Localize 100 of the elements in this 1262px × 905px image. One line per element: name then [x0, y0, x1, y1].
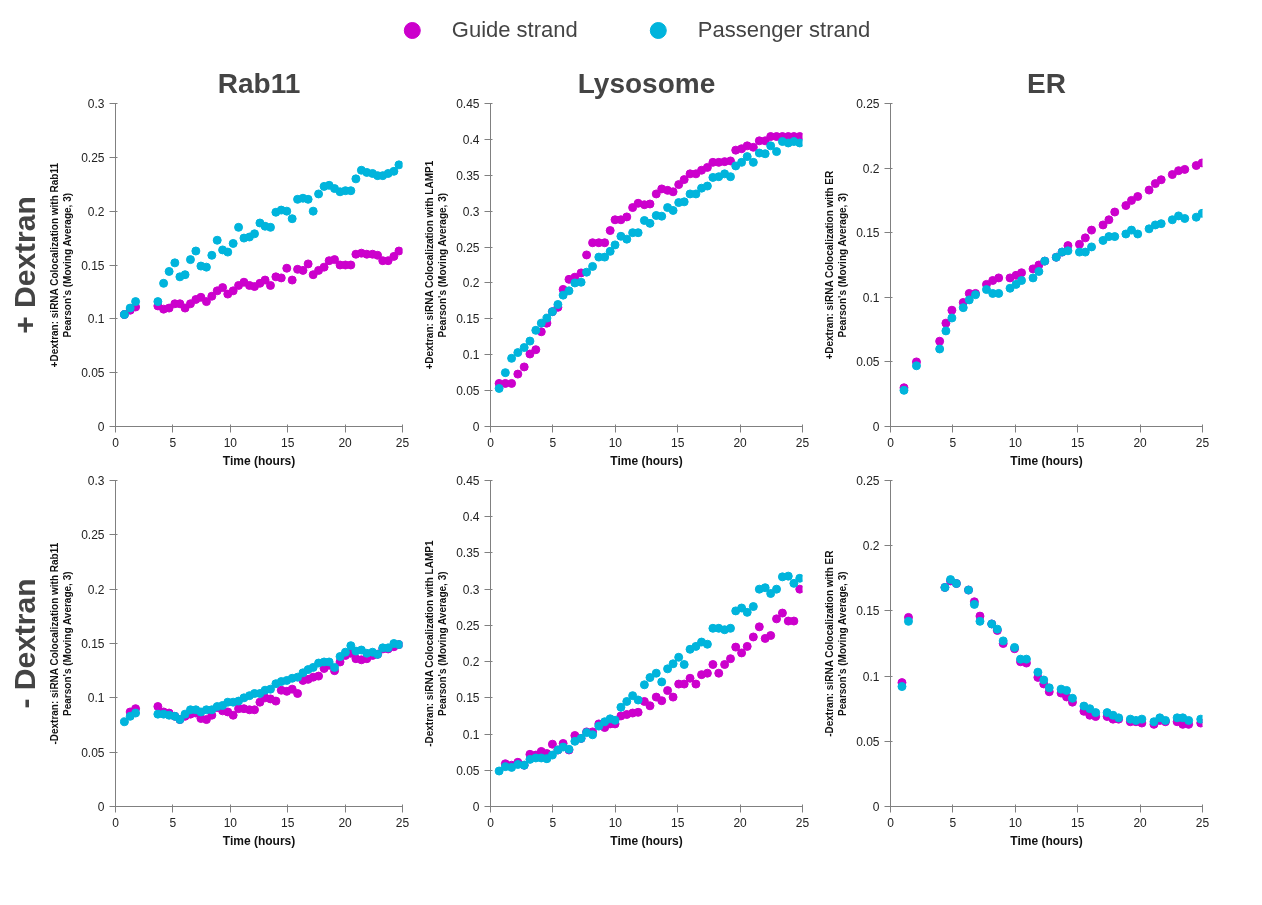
x-tick-label: 10 — [608, 815, 623, 830]
x-tick-label: 5 — [169, 815, 177, 830]
chart-title: Rab11 — [217, 67, 301, 99]
y-tick-label: 0.2 — [862, 161, 880, 176]
x-tick-label: 20 — [1133, 815, 1148, 830]
y-tick-label: 0.45 — [456, 474, 480, 488]
x-axis-title: Time (hours) — [222, 453, 296, 468]
y-tick-label: 0 — [472, 800, 480, 814]
y-tick-label: 0.25 — [456, 240, 480, 255]
y-tick-label: 0.1 — [87, 312, 105, 327]
y-tick-label: 0.15 — [81, 637, 105, 651]
y-tick-label: 0.3 — [87, 97, 105, 111]
y-tick-label: 0.15 — [856, 226, 880, 241]
y-tick-label: 0.1 — [462, 727, 480, 742]
y-tick-label: 0.05 — [856, 734, 880, 749]
x-tick-label: 10 — [608, 435, 623, 450]
x-axis-title: Time (hours) — [222, 833, 296, 848]
chart-title: Lysosome — [577, 67, 716, 99]
x-tick-label: 5 — [949, 815, 957, 830]
x-tick-label: 5 — [549, 815, 557, 830]
y-tick-label: 0.25 — [81, 528, 105, 543]
y-tick-label: 0.05 — [81, 366, 105, 381]
y-axis-title: +Dextran: siRNA Colocalization with Rab11 Pearson's (Moving Average, 3) — [48, 162, 74, 368]
x-tick-label: 20 — [733, 435, 748, 450]
y-tick-label: 0.2 — [462, 655, 480, 670]
y-tick-label: 0.2 — [862, 539, 880, 554]
y-tick-label: 0.05 — [456, 763, 480, 778]
y-axis-title: -Dextran: siRNA Colocalization with ER Pearson's (Moving Average, 3) — [823, 549, 849, 737]
x-tick-label: 15 — [1071, 435, 1085, 450]
y-tick-label: 0.25 — [456, 618, 480, 633]
x-tick-label: 25 — [795, 435, 810, 450]
legend-label: Guide strand — [451, 17, 578, 43]
x-tick-label: 0 — [112, 815, 120, 830]
x-tick-label: 10 — [1008, 435, 1023, 450]
y-tick-label: 0.3 — [462, 582, 480, 597]
x-tick-label: 10 — [223, 435, 238, 450]
x-tick-label: 0 — [887, 435, 895, 450]
x-axis-title: Time (hours) — [610, 453, 683, 468]
y-tick-label: 0.25 — [856, 474, 880, 488]
x-tick-label: 20 — [338, 815, 353, 830]
x-tick-label: 10 — [223, 815, 238, 830]
y-axis-title: -Dextran: siRNA Colocalization with LAMP1 Pearson's (Moving Average, 3) — [423, 540, 449, 747]
y-tick-label: 0 — [97, 800, 105, 814]
y-tick-label: 0.05 — [856, 355, 880, 370]
x-tick-label: 15 — [281, 815, 295, 830]
x-tick-label: 20 — [733, 815, 748, 830]
chart-title: ER — [1027, 67, 1066, 99]
y-tick-label: 0.1 — [462, 348, 480, 363]
y-tick-label: 0 — [472, 420, 480, 434]
x-axis-title: Time (hours) — [610, 833, 683, 848]
x-tick-label: 20 — [338, 435, 353, 450]
y-tick-label: 0.1 — [862, 669, 880, 684]
x-tick-label: 25 — [1195, 815, 1210, 830]
y-tick-label: 0.2 — [462, 276, 480, 291]
x-tick-label: 15 — [1071, 815, 1085, 830]
y-tick-label: 0.35 — [456, 546, 480, 561]
x-tick-label: 15 — [671, 435, 685, 450]
y-tick-label: 0.3 — [87, 474, 105, 488]
x-tick-label: 0 — [887, 815, 895, 830]
y-tick-label: 0.3 — [462, 204, 480, 219]
y-tick-label: 0.2 — [87, 204, 105, 219]
y-tick-label: 0 — [872, 800, 880, 814]
x-tick-label: 0 — [487, 435, 495, 450]
x-tick-label: 5 — [949, 435, 957, 450]
x-tick-label: 25 — [795, 815, 810, 830]
y-tick-label: 0.35 — [456, 168, 480, 183]
x-tick-label: 0 — [487, 815, 495, 830]
y-tick-label: 0.45 — [456, 97, 480, 111]
y-tick-label: 0.4 — [462, 510, 480, 525]
x-tick-label: 25 — [395, 815, 410, 830]
x-tick-label: 15 — [671, 815, 685, 830]
y-tick-label: 0.1 — [862, 290, 880, 305]
y-tick-label: 0.1 — [87, 691, 105, 706]
x-tick-label: 0 — [112, 435, 120, 450]
x-tick-label: 10 — [1008, 815, 1023, 830]
y-tick-label: 0.15 — [81, 258, 105, 273]
y-tick-label: 0 — [97, 420, 105, 434]
y-tick-label: 0.2 — [87, 582, 105, 597]
x-tick-label: 25 — [395, 435, 410, 450]
x-axis-title: Time (hours) — [1010, 833, 1083, 848]
y-tick-label: 0.4 — [462, 132, 480, 147]
x-tick-label: 20 — [1133, 435, 1148, 450]
x-tick-label: 5 — [169, 435, 177, 450]
y-tick-label: 0.05 — [81, 745, 105, 760]
text: + Dextran — [7, 196, 41, 334]
y-tick-label: 0.15 — [456, 312, 480, 327]
y-tick-label: 0.25 — [856, 97, 880, 111]
x-tick-label: 5 — [549, 435, 557, 450]
x-axis-title: Time (hours) — [1010, 453, 1083, 468]
y-tick-label: 0.25 — [81, 150, 105, 165]
y-axis-title: +Dextran: siRNA Colocalization with ER Pearson's (Moving Average, 3) — [823, 170, 849, 360]
y-tick-label: 0.15 — [456, 691, 480, 706]
y-tick-label: 0.05 — [456, 384, 480, 399]
x-tick-label: 25 — [1195, 435, 1210, 450]
y-axis-title: -Dextran: siRNA Colocalization with Rab11 Pearson's (Moving Average, 3) — [48, 542, 74, 745]
text: - Dextran — [7, 578, 41, 709]
legend-label: Passenger strand — [697, 17, 871, 43]
x-tick-label: 15 — [281, 435, 295, 450]
y-tick-label: 0 — [872, 420, 880, 434]
y-axis-title: +Dextran: siRNA Colocalization with LAMP1 Pearson's (Moving Average, 3) — [423, 160, 449, 370]
